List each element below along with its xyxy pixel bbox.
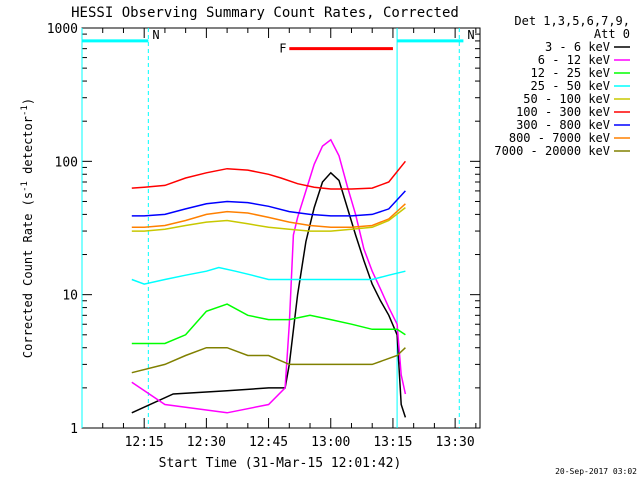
legend-header: Att 0 bbox=[594, 27, 630, 41]
y-label-sup: -1 bbox=[20, 105, 30, 116]
y-axis-label: Corrected Count Rate (s-1 detector-1) bbox=[20, 98, 35, 358]
series-line bbox=[131, 190, 406, 217]
series-line bbox=[131, 138, 407, 414]
generated-timestamp: 20-Sep-2017 03:02 bbox=[555, 467, 637, 476]
series-line bbox=[131, 171, 407, 418]
annotation-label: F bbox=[279, 42, 286, 56]
x-tick-label: 13:00 bbox=[311, 435, 350, 450]
legend-header: Det 1,3,5,6,7,9, bbox=[514, 14, 630, 28]
annotation-label: N bbox=[467, 28, 474, 42]
series-line bbox=[131, 160, 406, 190]
series-line bbox=[131, 207, 406, 232]
x-tick-label: 12:30 bbox=[187, 435, 226, 450]
legend-label: 300 - 800 keV bbox=[516, 118, 610, 132]
y-label-part: Corrected Count Rate (s bbox=[21, 192, 35, 358]
y-label-part: detector bbox=[21, 116, 35, 181]
legend-label: 100 - 300 keV bbox=[516, 105, 610, 119]
y-tick-label: 1000 bbox=[47, 22, 78, 37]
series-line bbox=[131, 346, 406, 374]
chart-title: HESSI Observing Summary Count Rates, Cor… bbox=[71, 5, 459, 21]
y-tick-label: 100 bbox=[55, 155, 78, 170]
legend-label: 25 - 50 keV bbox=[531, 79, 610, 93]
series-line bbox=[131, 266, 406, 285]
annotation-bars: N N F bbox=[82, 28, 475, 56]
y-axis: 1 10 100 1000 bbox=[47, 22, 480, 437]
x-tick-label: 13:15 bbox=[373, 435, 412, 450]
y-label-sup: -1 bbox=[20, 181, 30, 192]
time-markers bbox=[81, 28, 460, 428]
x-tick-label: 12:15 bbox=[125, 435, 164, 450]
annotation-label: N bbox=[152, 28, 159, 42]
legend-label: 6 - 12 keV bbox=[538, 53, 610, 67]
x-axis-label: Start Time (31-Mar-15 12:01:42) bbox=[159, 456, 402, 471]
y-tick-label: 1 bbox=[70, 422, 78, 437]
series-line bbox=[131, 203, 406, 229]
y-tick-label: 10 bbox=[62, 289, 78, 304]
x-axis: 12:15 12:30 12:45 13:00 13:15 13:30 bbox=[81, 28, 477, 450]
legend-label: 12 - 25 keV bbox=[531, 66, 610, 80]
legend-label: 800 - 7000 keV bbox=[509, 131, 610, 145]
x-tick-label: 12:45 bbox=[249, 435, 288, 450]
x-tick-label: 13:30 bbox=[436, 435, 475, 450]
series-line bbox=[131, 303, 406, 345]
legend-label: 7000 - 20000 keV bbox=[494, 144, 610, 158]
y-label-part: ) bbox=[21, 98, 35, 105]
legend-label: 3 - 6 keV bbox=[545, 40, 610, 54]
legend-label: 50 - 100 keV bbox=[523, 92, 610, 106]
series-group bbox=[131, 138, 407, 418]
